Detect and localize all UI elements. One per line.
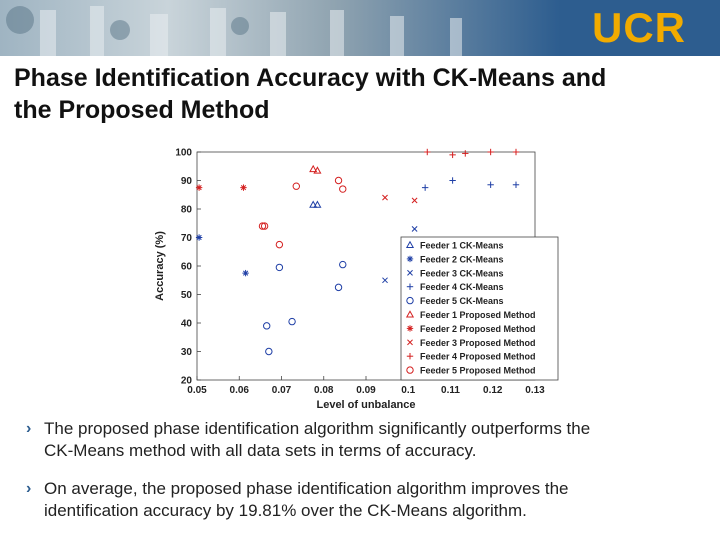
data-point bbox=[242, 269, 249, 277]
data-point bbox=[275, 263, 284, 272]
legend-entry: Feeder 4 CK-Means bbox=[420, 282, 504, 292]
data-point bbox=[195, 184, 203, 191]
x-tick-label: 0.06 bbox=[230, 385, 250, 396]
y-tick-label: 90 bbox=[181, 176, 193, 187]
data-point bbox=[487, 181, 494, 188]
data-point bbox=[265, 347, 273, 356]
legend-marker bbox=[406, 325, 414, 332]
y-tick-label: 20 bbox=[181, 376, 193, 387]
legend-marker bbox=[406, 366, 414, 374]
legend-entry: Feeder 2 CK-Means bbox=[420, 254, 504, 264]
data-point bbox=[487, 148, 494, 156]
legend-marker bbox=[406, 255, 414, 263]
y-axis-label: Accuracy (%) bbox=[154, 231, 166, 301]
data-point bbox=[462, 150, 469, 157]
x-tick-label: 0.07 bbox=[272, 385, 292, 396]
x-axis-label: Level of unbalance bbox=[316, 399, 415, 411]
legend-marker bbox=[405, 240, 415, 249]
data-point bbox=[339, 260, 347, 269]
x-tick-label: 0.13 bbox=[525, 385, 545, 396]
legend-entry: Feeder 2 Proposed Method bbox=[420, 324, 536, 334]
legend-entry: Feeder 4 Proposed Method bbox=[420, 352, 536, 362]
y-tick-label: 70 bbox=[181, 233, 193, 244]
data-point bbox=[240, 184, 247, 191]
bullet-list: › The proposed phase identification algo… bbox=[14, 418, 704, 538]
legend-entry: Feeder 1 Proposed Method bbox=[420, 310, 536, 320]
x-tick-label: 0.09 bbox=[356, 385, 376, 396]
data-point bbox=[339, 185, 347, 193]
bullet-1-line-2: CK-Means method with all data sets in te… bbox=[44, 441, 477, 460]
legend-entry: Feeder 3 CK-Means bbox=[420, 268, 504, 278]
slide-title: Phase Identification Accuracy with CK-Me… bbox=[14, 62, 704, 126]
arches-decoration bbox=[6, 6, 462, 56]
legend-entry: Feeder 1 CK-Means bbox=[420, 241, 504, 251]
chevron-right-icon: › bbox=[26, 420, 32, 437]
data-point bbox=[334, 176, 343, 185]
ucr-logo: UCR bbox=[592, 4, 686, 51]
data-point bbox=[424, 148, 431, 156]
data-point bbox=[421, 184, 429, 191]
legend-marker bbox=[405, 310, 415, 318]
legend-entry: Feeder 5 CK-Means bbox=[420, 296, 504, 306]
legend-marker bbox=[407, 269, 413, 276]
legend-marker bbox=[406, 283, 414, 290]
legend-box bbox=[400, 236, 559, 381]
data-point bbox=[195, 234, 203, 241]
bullet-1-line-1: The proposed phase identification algori… bbox=[44, 419, 591, 438]
legend-entry: Feeder 5 Proposed Method bbox=[420, 366, 536, 376]
y-tick-label: 100 bbox=[175, 148, 192, 159]
x-tick-label: 0.1 bbox=[401, 385, 415, 396]
data-point bbox=[263, 322, 271, 330]
data-point bbox=[411, 197, 418, 204]
data-point bbox=[313, 200, 322, 208]
bullet-2-line-2: identification accuracy by 19.81% over t… bbox=[44, 501, 527, 520]
data-point bbox=[260, 222, 269, 230]
data-point bbox=[411, 226, 418, 232]
legend-marker bbox=[407, 339, 413, 346]
x-tick-label: 0.05 bbox=[187, 385, 207, 396]
legend-marker bbox=[406, 353, 414, 360]
data-point bbox=[512, 181, 520, 188]
data-point bbox=[382, 194, 388, 201]
data-point bbox=[382, 277, 388, 284]
x-tick-label: 0.08 bbox=[314, 385, 334, 396]
title-line-1: Phase Identification Accuracy with CK-Me… bbox=[14, 64, 607, 92]
legend-entry: Feeder 3 Proposed Method bbox=[420, 338, 536, 348]
bullet-item-2: › On average, the proposed phase identif… bbox=[14, 478, 704, 522]
title-line-2: the Proposed Method bbox=[14, 96, 270, 124]
data-point bbox=[288, 317, 296, 326]
x-tick-label: 0.11 bbox=[441, 385, 460, 396]
data-point bbox=[313, 166, 322, 174]
data-point bbox=[258, 222, 267, 230]
y-tick-label: 40 bbox=[181, 319, 193, 330]
data-point bbox=[309, 164, 318, 173]
x-tick-label: 0.12 bbox=[483, 385, 503, 396]
bullet-item-1: › The proposed phase identification algo… bbox=[14, 418, 704, 462]
data-point bbox=[449, 177, 456, 184]
data-point bbox=[292, 182, 300, 190]
data-point bbox=[309, 200, 318, 208]
accuracy-scatter-chart: 0.05 0.06 0.07 0.08 0.09 0.1 0.11 0.12 0.13 20 30 4… bbox=[154, 148, 559, 411]
header-banner: UCR bbox=[0, 0, 720, 56]
data-point bbox=[334, 283, 343, 292]
chevron-right-icon: › bbox=[26, 480, 32, 497]
y-tick-label: 30 bbox=[181, 347, 193, 358]
data-point bbox=[275, 240, 284, 249]
data-point bbox=[449, 151, 456, 159]
y-tick-label: 60 bbox=[181, 262, 193, 273]
legend-marker bbox=[406, 296, 414, 305]
y-tick-label: 50 bbox=[181, 290, 193, 301]
data-point bbox=[512, 148, 520, 156]
bullet-2-line-1: On average, the proposed phase identific… bbox=[44, 479, 569, 498]
y-tick-label: 80 bbox=[181, 205, 193, 216]
